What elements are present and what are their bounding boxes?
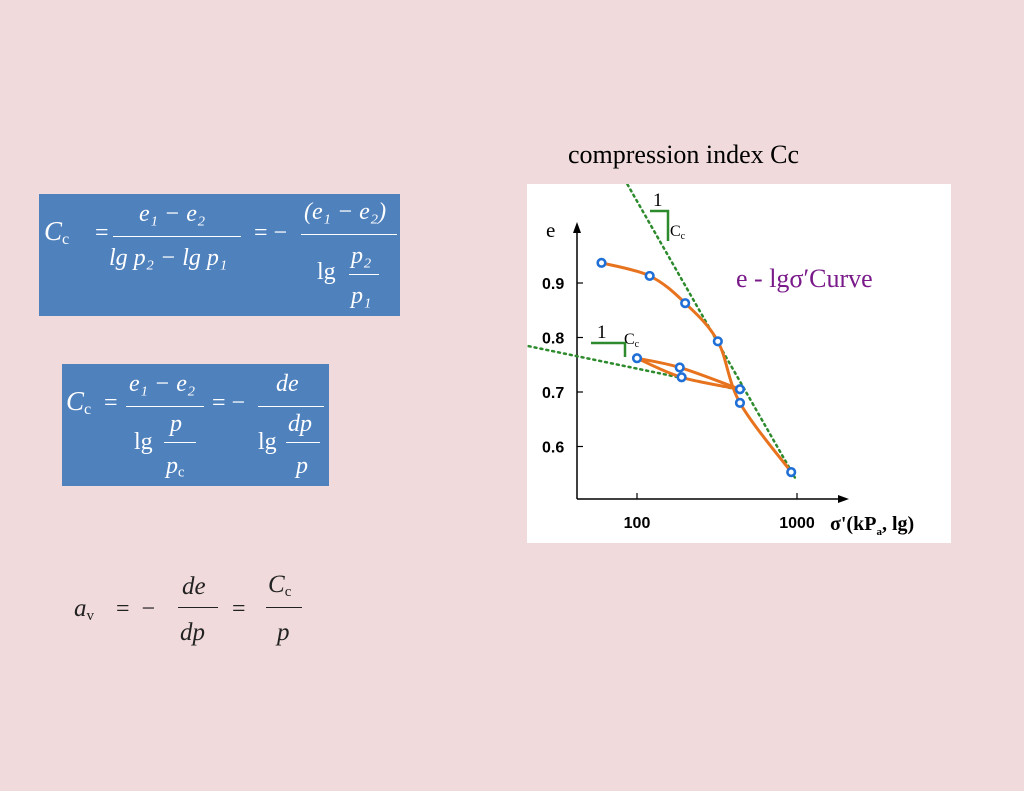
fraction-bar <box>113 236 241 237</box>
data-point <box>712 336 723 347</box>
fraction-bar <box>126 406 204 407</box>
inner-fraction-bar <box>349 274 379 275</box>
y-tick-label: 0.8 <box>542 331 564 348</box>
inner-denominator: pc <box>166 453 185 481</box>
formula-lhs: Cc <box>44 216 70 249</box>
tangent-line <box>625 184 797 479</box>
equals-sign: = <box>95 220 109 246</box>
inner-fraction-bar <box>164 442 196 443</box>
formula-lhs: Cc <box>66 386 92 419</box>
data-point <box>734 384 746 395</box>
inner-fraction-bar <box>286 442 320 443</box>
x-tick-label: 100 <box>624 515 651 532</box>
fraction-denominator: p <box>277 619 290 646</box>
fraction-denominator: dp <box>180 619 205 646</box>
e-lg-sigma-chart: e e - lgσ′Curve σ'(kPa, lg) 0.9 0.8 0.7 0.6… <box>527 184 951 543</box>
slope-cc-label: Cc <box>624 331 640 350</box>
slide-title: compression index Cc <box>568 140 800 169</box>
equals-minus-sign: = − <box>254 220 288 246</box>
inner-numerator: p <box>170 411 182 437</box>
x-axis-label: σ'(kPa, lg) <box>830 513 914 538</box>
x-tick-label: 1000 <box>779 515 815 532</box>
y-axis-arrow <box>573 222 581 233</box>
slope-cc-label: Cc <box>670 223 686 242</box>
slope-triangle <box>591 341 627 357</box>
equals-sign: = <box>104 390 118 416</box>
slope-one-label: 1 <box>653 190 663 211</box>
inner-denominator: p <box>296 453 308 479</box>
lg-label: lg <box>317 259 336 285</box>
formula-av: av = − de dp = Cc p <box>70 568 310 652</box>
y-tick-label: 0.9 <box>542 276 564 293</box>
x-axis-arrow <box>838 495 849 503</box>
fraction-bar <box>301 234 397 235</box>
y-tick-label: 0.6 <box>542 440 564 457</box>
fraction-numerator: e₁ − e₂ <box>129 371 196 397</box>
lg-label: lg <box>258 429 277 455</box>
fraction-numerator: de <box>182 573 206 600</box>
fraction-numerator: Cc <box>268 571 292 600</box>
slope-triangle <box>650 209 670 241</box>
data-point <box>680 298 691 309</box>
y-tick-label: 0.7 <box>542 385 564 402</box>
formula-cc-definition: Cc = e₁ − e₂ lg p₂ − lg p₁ = − (e₁ − e₂)… <box>39 194 400 316</box>
formula-lhs: av <box>74 595 94 624</box>
fraction-numerator: de <box>276 371 299 397</box>
inner-numerator: dp <box>288 411 312 437</box>
lg-label: lg <box>134 429 153 455</box>
data-point <box>674 362 685 373</box>
equals-minus-sign: = − <box>116 596 156 622</box>
data-point <box>631 353 643 364</box>
data-point <box>644 270 655 282</box>
chart-canvas: e e - lgσ′Curve σ'(kPa, lg) 0.9 0.8 0.7 0.6… <box>527 184 914 538</box>
fraction-numerator: e₁ − e₂ <box>139 201 206 227</box>
fraction-numerator: (e₁ − e₂) <box>304 199 387 225</box>
inner-numerator: p₂ <box>351 243 372 269</box>
fraction-bar <box>178 607 218 608</box>
data-point <box>786 467 797 478</box>
equals-sign: = <box>232 596 246 622</box>
data-point <box>676 372 687 383</box>
fraction-denominator: lg p₂ − lg p₁ <box>109 245 228 271</box>
formula-cc-differential: Cc = e₁ − e₂ lg p pc = − de lg dp p <box>62 364 329 486</box>
equals-minus-sign: = − <box>212 390 246 416</box>
curve-annotation: e - lgσ′Curve <box>736 264 873 293</box>
slope-one-label: 1 <box>597 322 607 343</box>
fraction-bar <box>258 406 324 407</box>
data-point <box>596 257 607 268</box>
fraction-bar <box>266 607 302 608</box>
inner-denominator: p₁ <box>351 283 372 309</box>
y-axis-label: e <box>546 218 555 242</box>
data-point <box>734 397 746 408</box>
